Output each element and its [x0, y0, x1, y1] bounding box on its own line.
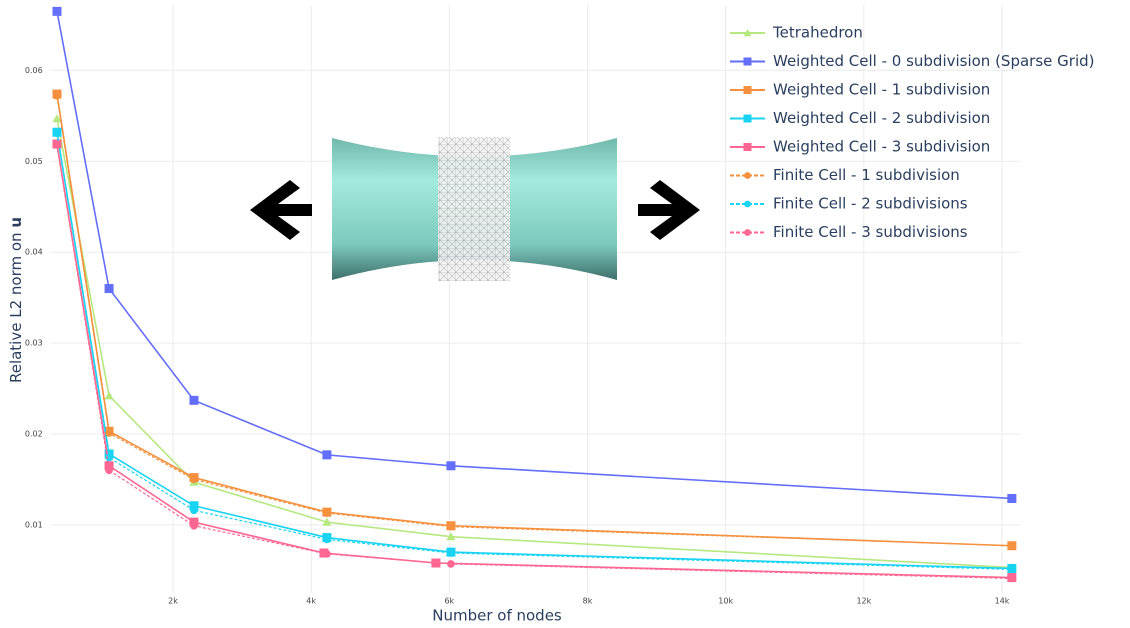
marker [744, 172, 751, 179]
x-tick-label: 10k [718, 597, 733, 606]
legend-item: Weighted Cell - 2 subdivision [730, 109, 990, 127]
marker [189, 395, 199, 405]
series-line [56, 118, 1012, 569]
x-tick-label: 4k [306, 597, 316, 606]
marker [52, 6, 62, 16]
series-line [56, 95, 1012, 547]
legend-label: Weighted Cell - 3 subdivision [773, 138, 990, 156]
marker [53, 141, 61, 149]
marker [104, 284, 114, 294]
series [53, 92, 1016, 550]
marker [447, 560, 455, 568]
marker [53, 129, 61, 137]
marker [189, 501, 199, 511]
series [52, 6, 1017, 503]
y-tick-label: 0.02 [25, 429, 43, 438]
legend-label: Tetrahedron [772, 24, 863, 42]
marker [190, 521, 198, 530]
marker [323, 535, 331, 544]
y-tick-label: 0.06 [25, 66, 43, 75]
marker [446, 461, 456, 471]
y-axis-title-text: Relative L2 norm on [7, 232, 25, 383]
x-tick-label: 12k [856, 597, 871, 606]
legend-item: Finite Cell - 3 subdivisions [730, 223, 968, 241]
legend-item: Weighted Cell - 0 subdivision (Sparse Gr… [730, 52, 1094, 70]
mesh-region [438, 137, 510, 281]
marker [53, 92, 61, 100]
legend-item: Finite Cell - 1 subdivision [730, 166, 960, 184]
arrow-right [638, 180, 700, 240]
x-axis-title: Number of nodes [432, 607, 562, 625]
y-tick-label: 0.05 [25, 157, 43, 166]
series [53, 129, 1016, 574]
marker [743, 57, 752, 66]
series-line [56, 11, 1012, 500]
series [53, 141, 1016, 583]
marker [447, 549, 455, 557]
marker [105, 429, 113, 437]
marker [104, 391, 114, 400]
marker [323, 550, 331, 558]
y-axis-title: Relative L2 norm on u [7, 217, 25, 383]
marker [743, 86, 752, 94]
marker [323, 509, 331, 517]
legend-item: Tetrahedron [730, 24, 863, 42]
y-tick-label: 0.04 [25, 248, 43, 257]
marker [190, 506, 198, 515]
marker [743, 29, 752, 37]
x-tick-label: 6k [444, 597, 454, 606]
marker [744, 229, 751, 236]
marker [322, 517, 332, 526]
marker [743, 114, 752, 123]
legend-label: Weighted Cell - 1 subdivision [773, 81, 990, 99]
marker [446, 532, 456, 541]
legend-item: Finite Cell - 2 subdivisions [730, 195, 968, 213]
legend-item: Weighted Cell - 3 subdivision [730, 138, 990, 156]
marker [1008, 565, 1016, 574]
marker [447, 522, 455, 531]
legend-label: Weighted Cell - 0 subdivision (Sparse Gr… [773, 52, 1094, 70]
legend-label: Finite Cell - 2 subdivisions [773, 195, 968, 213]
legend-label: Finite Cell - 1 subdivision [773, 166, 960, 184]
y-tick-label: 0.03 [25, 339, 43, 348]
x-tick-label: 8k [583, 597, 593, 606]
marker [1008, 541, 1016, 550]
x-tick-label: 2k [168, 597, 178, 606]
legend-item: Weighted Cell - 1 subdivision [730, 81, 990, 99]
legend-label: Weighted Cell - 2 subdivision [773, 109, 990, 127]
series-line [56, 133, 1012, 570]
y-tick-label: 0.01 [25, 520, 43, 529]
marker [105, 453, 113, 462]
marker [1007, 493, 1017, 503]
marker [1008, 574, 1016, 583]
y-axis-title-bold: u [7, 217, 25, 228]
marker [52, 114, 62, 123]
marker [190, 475, 198, 484]
legend-label: Finite Cell - 3 subdivisions [773, 223, 968, 241]
marker [743, 143, 752, 151]
marker [104, 461, 114, 471]
marker [322, 450, 332, 460]
marker [744, 200, 751, 208]
marker [105, 466, 113, 475]
illustration [250, 137, 700, 281]
x-tick-label: 14k [995, 597, 1010, 606]
arrow-left [250, 180, 312, 240]
